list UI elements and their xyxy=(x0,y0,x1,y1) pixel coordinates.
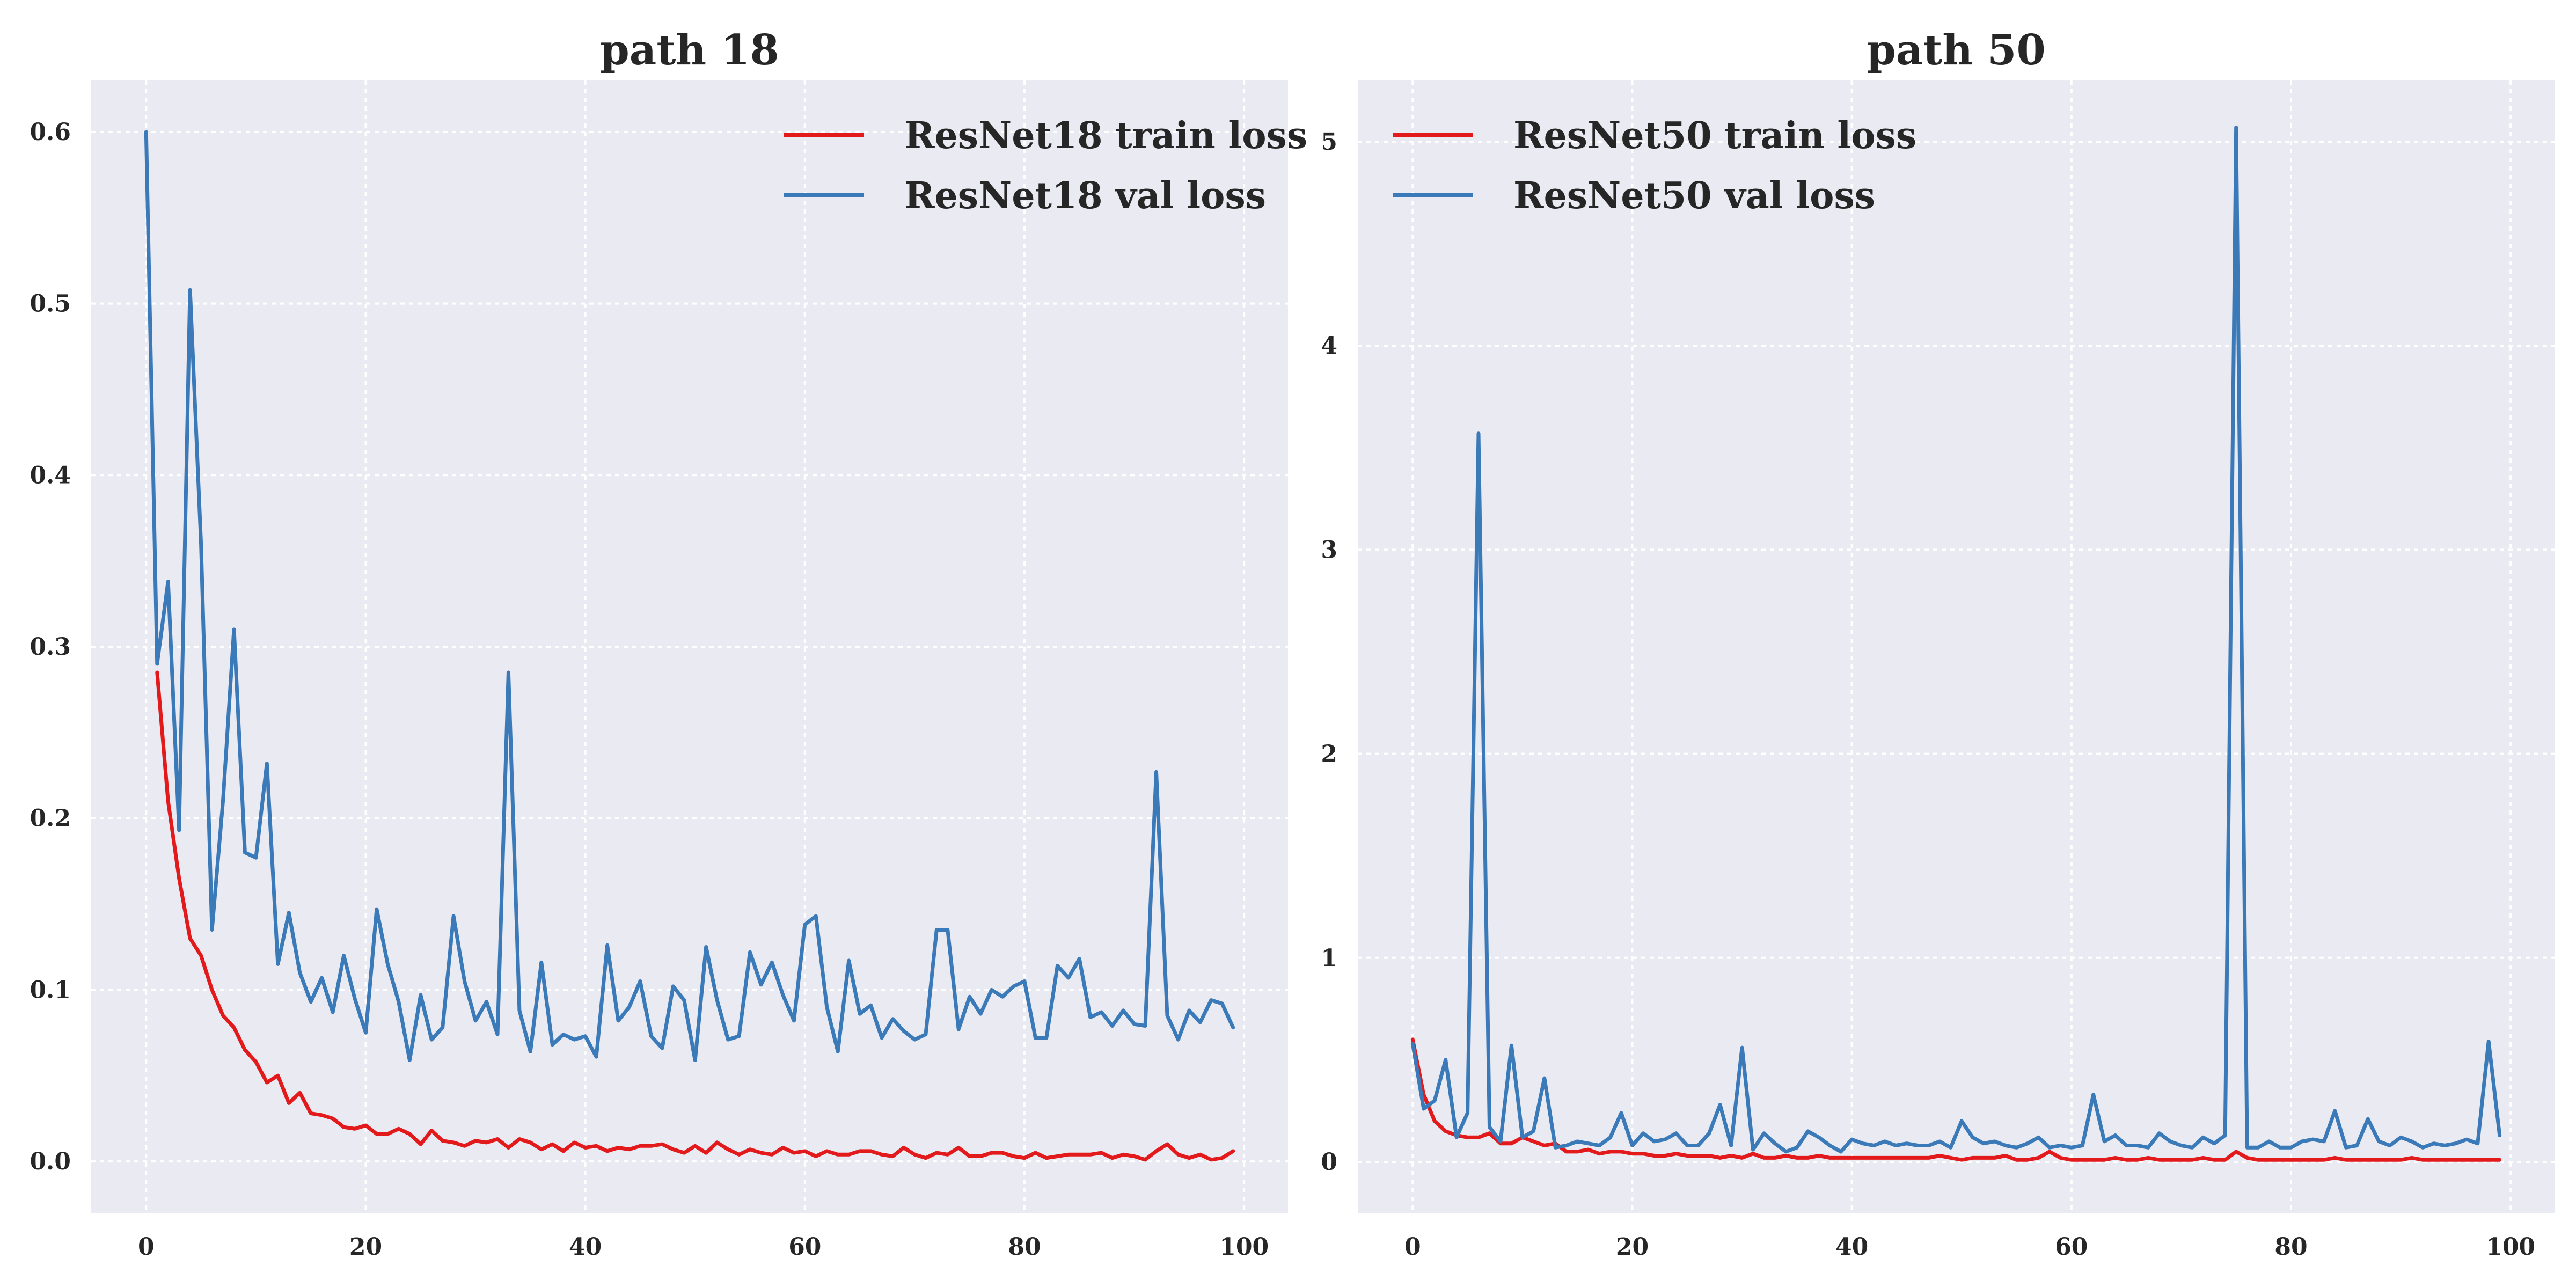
series-line-resnet50-train-loss xyxy=(1410,1037,2502,1162)
y-tick-label: 1 xyxy=(1321,945,1337,972)
x-tick-label: 20 xyxy=(1616,1233,1649,1261)
legend: ResNet50 train loss ResNet50 val loss xyxy=(1393,114,1916,217)
y-tick-label: 0.5 xyxy=(30,290,71,318)
x-tick-label: 100 xyxy=(1219,1233,1269,1261)
legend-label: ResNet18 train loss xyxy=(904,114,1307,157)
x-tick-label: 20 xyxy=(349,1233,382,1261)
y-tick-label: 4 xyxy=(1321,332,1337,360)
chart-panel-path-18: path 18 0 20 40 60 80 100 0.0 0.1 0.2 0.3 0.4 0.5 0.6… xyxy=(30,26,1307,1261)
y-tick-label: 0.0 xyxy=(30,1148,71,1175)
chart-panel-path-50: path 50 0 20 40 60 80 100 0 1 2 3 4 5 ResNet50 train … xyxy=(1321,26,2555,1261)
x-tick-label: 100 xyxy=(2486,1233,2535,1261)
x-tick-label: 40 xyxy=(569,1233,602,1261)
chart-title: path 50 xyxy=(1867,26,2046,75)
y-tick-label: 0.6 xyxy=(30,119,71,146)
y-tick-label: 0.3 xyxy=(30,633,71,661)
x-tick-label: 40 xyxy=(1835,1233,1868,1261)
series-line-resnet18-train-loss xyxy=(155,670,1235,1162)
series-line-resnet18-val-loss xyxy=(144,130,1235,1062)
series-line-resnet50-val-loss xyxy=(1410,125,2502,1154)
y-tick-label: 0.2 xyxy=(30,805,71,832)
legend: ResNet18 train loss ResNet18 val loss xyxy=(784,114,1307,217)
y-tick-label: 2 xyxy=(1321,741,1337,768)
y-tick-label: 0.1 xyxy=(30,976,71,1004)
x-tick-label: 0 xyxy=(1404,1233,1421,1261)
x-tick-label: 60 xyxy=(788,1233,821,1261)
x-tick-label: 60 xyxy=(2055,1233,2088,1261)
legend-label: ResNet50 val loss xyxy=(1513,174,1875,217)
x-tick-label: 0 xyxy=(138,1233,155,1261)
y-tick-label: 0 xyxy=(1321,1148,1337,1176)
legend-label: ResNet50 train loss xyxy=(1513,114,1916,157)
legend-label: ResNet18 val loss xyxy=(904,174,1266,217)
x-tick-label: 80 xyxy=(1008,1233,1041,1261)
y-tick-label: 3 xyxy=(1321,536,1337,564)
plot-area xyxy=(1358,80,2555,1213)
y-tick-label: 0.4 xyxy=(30,462,71,489)
y-tick-label: 5 xyxy=(1321,128,1337,156)
chart-title: path 18 xyxy=(600,26,779,75)
x-tick-label: 80 xyxy=(2274,1233,2307,1261)
